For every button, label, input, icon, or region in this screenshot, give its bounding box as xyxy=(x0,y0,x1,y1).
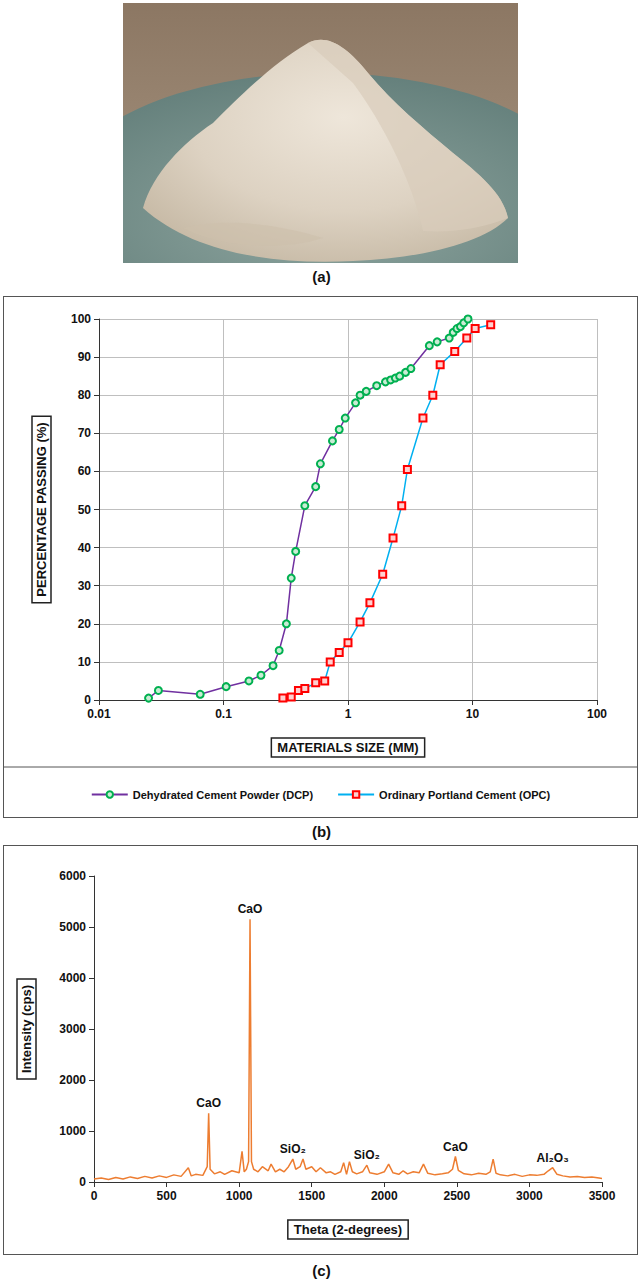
svg-text:80: 80 xyxy=(78,388,92,402)
svg-text:3500: 3500 xyxy=(589,1189,616,1203)
svg-text:Intensity (cps): Intensity (cps) xyxy=(19,985,34,1073)
svg-text:70: 70 xyxy=(78,426,92,440)
html-text:(b): (b) xyxy=(311,823,332,840)
svg-text:60: 60 xyxy=(78,464,92,478)
svg-text:1000: 1000 xyxy=(226,1189,253,1203)
svg-text:50: 50 xyxy=(78,503,92,517)
svg-text:10: 10 xyxy=(78,655,92,669)
svg-text:0.01: 0.01 xyxy=(87,707,111,721)
svg-text:1000: 1000 xyxy=(59,1124,86,1138)
svg-text:1: 1 xyxy=(345,707,352,721)
html-text:(c): (c) xyxy=(312,1262,331,1279)
svg-text:10: 10 xyxy=(466,707,480,721)
svg-text:2000: 2000 xyxy=(59,1073,86,1087)
svg-text:SiO₂: SiO₂ xyxy=(280,1142,306,1156)
svg-text:Al₂O₃: Al₂O₃ xyxy=(537,1151,569,1165)
svg-text:500: 500 xyxy=(157,1189,177,1203)
svg-text:SiO₂: SiO₂ xyxy=(354,1148,380,1162)
svg-text:CaO: CaO xyxy=(238,902,263,916)
svg-text:100: 100 xyxy=(71,312,91,326)
svg-text:2000: 2000 xyxy=(371,1189,398,1203)
svg-text:CaO: CaO xyxy=(196,1096,221,1110)
svg-text:Dehydrated Cement Powder (DCP): Dehydrated Cement Powder (DCP) xyxy=(133,789,314,801)
svg-text:100: 100 xyxy=(587,707,607,721)
svg-text:Ordinary Portland Cement (OPC): Ordinary Portland Cement (OPC) xyxy=(379,789,550,801)
svg-text:1500: 1500 xyxy=(298,1189,325,1203)
svg-text:Theta (2-degrees): Theta (2-degrees) xyxy=(294,1222,402,1237)
svg-text:0: 0 xyxy=(91,1189,98,1203)
svg-text:CaO: CaO xyxy=(443,1140,468,1154)
svg-text:2500: 2500 xyxy=(444,1189,471,1203)
svg-text:30: 30 xyxy=(78,579,92,593)
svg-text:20: 20 xyxy=(78,617,92,631)
svg-text:4000: 4000 xyxy=(59,971,86,985)
svg-text:5000: 5000 xyxy=(59,920,86,934)
svg-text:0: 0 xyxy=(79,1175,86,1189)
html-text:(a): (a) xyxy=(312,268,331,285)
svg-text:3000: 3000 xyxy=(516,1189,543,1203)
svg-text:90: 90 xyxy=(78,350,92,364)
svg-text:MATERIALS SIZE (MM): MATERIALS SIZE (MM) xyxy=(277,740,418,755)
svg-text:0.1: 0.1 xyxy=(215,707,232,721)
svg-text:6000: 6000 xyxy=(59,869,86,883)
svg-text:40: 40 xyxy=(78,541,92,555)
svg-text:0: 0 xyxy=(84,693,91,707)
svg-text:PERCENTAGE PASSING (%): PERCENTAGE PASSING (%) xyxy=(34,422,49,596)
svg-text:3000: 3000 xyxy=(59,1022,86,1036)
